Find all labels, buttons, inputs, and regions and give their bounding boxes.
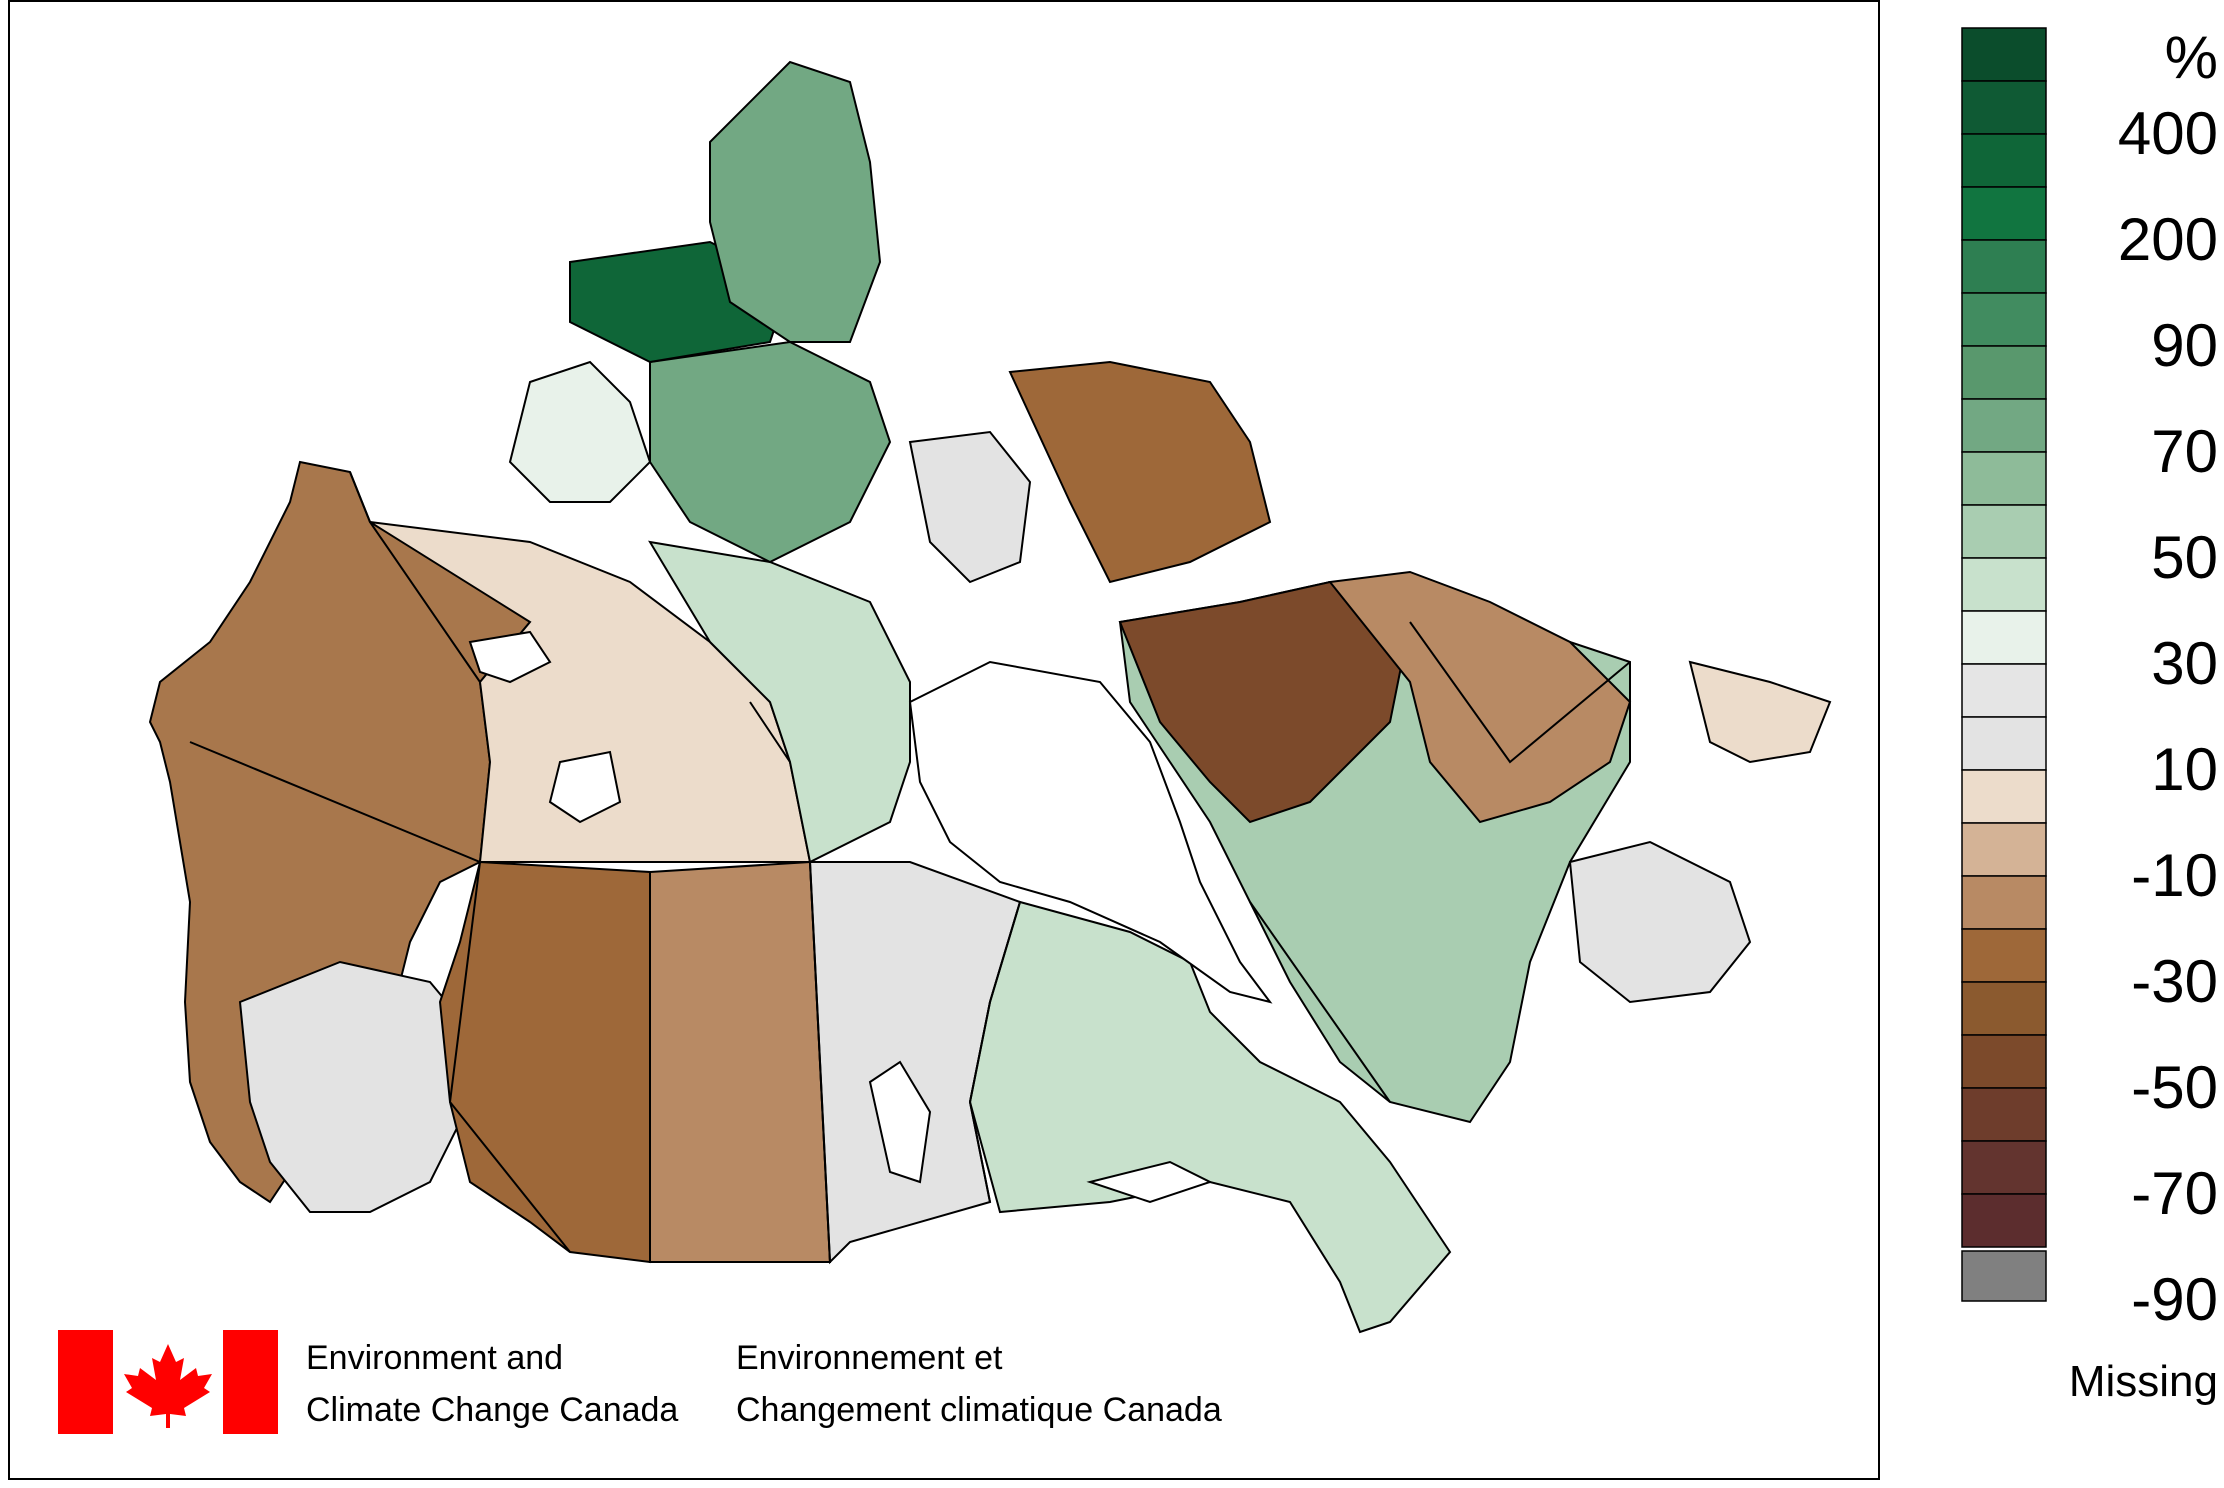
legend-tick-labels: 400 200 90 70 50 30 10 -10 -30 -50 -70 -90 xyxy=(2118,100,2218,1333)
legend-tick-label: -90 xyxy=(2131,1266,2218,1333)
precipitation-anomaly-map xyxy=(148,60,1832,1334)
legend-box xyxy=(1961,822,2047,877)
region-quebec-north xyxy=(1118,580,1412,824)
region-ontario xyxy=(968,900,1452,1334)
legend-color-boxes xyxy=(1961,27,2047,1302)
legend-tick-label: -10 xyxy=(2131,842,2218,909)
hudson-bay xyxy=(908,660,1273,1004)
legend-tick-label: 70 xyxy=(2151,418,2218,485)
canada-flag-icon xyxy=(58,1330,278,1434)
organization-name-en: Environment and Climate Change Canada xyxy=(306,1332,678,1436)
region-arctic-central xyxy=(649,340,892,564)
legend-tick-label: 90 xyxy=(2151,312,2218,379)
legend-box xyxy=(1961,928,2047,983)
legend-box xyxy=(1961,769,2047,824)
legend-box xyxy=(1961,186,2047,241)
region-ellesmere xyxy=(709,60,882,343)
legend-box xyxy=(1961,239,2047,294)
organization-name-fr: Environnement et Changement climatique C… xyxy=(736,1332,1222,1436)
legend-box xyxy=(1961,451,2047,506)
color-legend: 400 200 90 70 50 30 10 -10 -30 -50 -70 -90 % Missin… xyxy=(1961,24,2218,1406)
legend-box xyxy=(1961,292,2047,347)
region-nunavut-mainland xyxy=(648,540,911,864)
legend-box xyxy=(1961,557,2047,612)
legend-box xyxy=(1961,1140,2047,1195)
org-en-line1: Environment and xyxy=(306,1339,564,1377)
legend-box xyxy=(1961,1087,2047,1142)
legend-tick-label: 50 xyxy=(2151,524,2218,591)
legend-box xyxy=(1961,398,2047,453)
legend-tick-label: 400 xyxy=(2118,100,2218,167)
legend-missing-box xyxy=(1961,1250,2047,1302)
legend-box xyxy=(1961,1193,2047,1248)
legend-box xyxy=(1961,663,2047,718)
legend-box xyxy=(1961,610,2047,665)
region-baffin xyxy=(1008,360,1272,584)
region-saskatchewan xyxy=(649,860,832,1263)
org-en-line2: Climate Change Canada xyxy=(306,1391,679,1429)
legend-box xyxy=(1961,716,2047,771)
legend-tick-label: 30 xyxy=(2151,630,2218,697)
legend-missing-label: Missing xyxy=(2069,1357,2218,1406)
legend-box xyxy=(1961,875,2047,930)
org-fr-line2: Changement climatique Canada xyxy=(736,1391,1222,1429)
map-frame: Environment and Climate Change Canada En… xyxy=(8,0,1880,1480)
legend-box xyxy=(1961,80,2047,135)
region-labrador xyxy=(1328,570,1632,824)
region-arctic-west xyxy=(508,360,652,503)
canada-landmass xyxy=(148,60,1832,1334)
region-hudson-islands xyxy=(908,430,1032,584)
legend-box xyxy=(1961,27,2047,82)
legend-tick-label: 200 xyxy=(2118,206,2218,273)
legend-box xyxy=(1961,981,2047,1036)
region-newfoundland xyxy=(1688,660,1832,764)
legend-box xyxy=(1961,133,2047,188)
inland-lakes xyxy=(468,630,1213,1204)
legend-tick-label: -30 xyxy=(2131,948,2218,1015)
legend-box xyxy=(1961,1034,2047,1089)
legend-tick-label: -70 xyxy=(2131,1160,2218,1227)
legend-box xyxy=(1961,504,2047,559)
region-bc-south xyxy=(238,960,482,1213)
legend-box xyxy=(1961,345,2047,400)
legend-tick-label: -50 xyxy=(2131,1054,2218,1121)
provincial-borders xyxy=(189,471,1631,1263)
region-maritimes xyxy=(1568,840,1752,1004)
org-fr-line1: Environnement et xyxy=(736,1339,1003,1377)
legend-unit: % xyxy=(2165,24,2218,91)
legend-tick-label: 10 xyxy=(2151,736,2218,803)
